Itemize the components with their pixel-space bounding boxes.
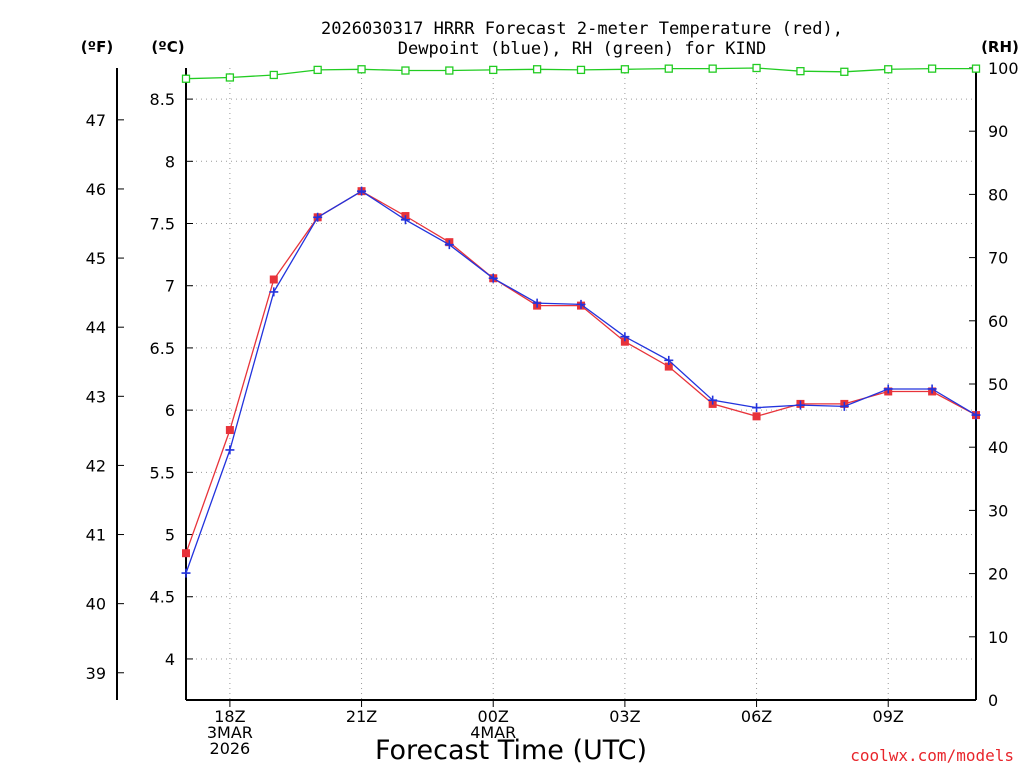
chart-title-line-1: 2026030317 HRRR Forecast 2-meter Tempera… (321, 19, 843, 39)
celsius-tick-label: 7.5 (150, 215, 175, 234)
fahrenheit-tick-label: 42 (86, 456, 106, 475)
rh-tick-label: 30 (988, 501, 1008, 520)
rh-point (708, 64, 717, 73)
celsius-tick-label: 8.5 (150, 90, 175, 109)
rh-tick-label: 0 (988, 691, 998, 710)
rh-point (401, 66, 410, 75)
fahrenheit-tick-label: 41 (86, 526, 106, 545)
dewpoint-point (927, 384, 937, 394)
dewpoint-point (269, 287, 279, 297)
temperature-point (664, 362, 673, 371)
rh-point (796, 67, 805, 76)
rh-tick-label: 100 (988, 59, 1019, 78)
rh-tick-label: 50 (988, 375, 1008, 394)
rh-point (752, 63, 761, 73)
fahrenheit-tick-label: 46 (86, 180, 106, 199)
dewpoint-point (839, 401, 849, 411)
temperature-point (269, 275, 278, 284)
dewpoint-point (883, 384, 893, 394)
dewpoint-point (532, 298, 542, 308)
rh-tick-label: 70 (988, 249, 1008, 268)
dewpoint-point (400, 215, 410, 225)
rh-point (927, 64, 937, 73)
time-tick-label: 03Z (609, 707, 640, 726)
grid-lines (186, 68, 976, 700)
celsius-tick-label: 5 (165, 526, 175, 545)
x-axis-title: Forecast Time (UTC) (375, 735, 647, 766)
dewpoint-point (620, 332, 630, 342)
time-tick-label: 09Z (873, 707, 904, 726)
dewpoint-point (708, 395, 718, 405)
rh-tick-label: 60 (988, 312, 1008, 331)
temperature-point (182, 549, 190, 558)
dewpoint-point (181, 568, 191, 578)
rh-point (576, 65, 586, 75)
rh-unit-label: (RH) (981, 38, 1019, 56)
dewpoint-point (752, 403, 762, 413)
rh-point (181, 74, 191, 83)
rh-point (840, 67, 849, 76)
dewpoint-point (664, 355, 674, 365)
rh-point (489, 65, 498, 75)
celsius-tick-label: 8 (165, 152, 175, 171)
fahrenheit-tick-label: 39 (86, 664, 106, 683)
celsius-tick-label: 4 (165, 650, 175, 669)
rh-tick-label: 90 (988, 122, 1008, 141)
dewpoint-point (444, 240, 454, 250)
celsius-unit-label: (ºC) (151, 38, 184, 56)
fahrenheit-unit-label: (ºF) (81, 38, 113, 56)
dewpoint-point (357, 186, 367, 196)
chart-title-line-2: Dewpoint (blue), RH (green) for KIND (398, 39, 766, 59)
dewpoint-point (971, 410, 981, 420)
rh-tick-label: 20 (988, 565, 1008, 584)
rh-point (357, 65, 366, 74)
dewpoint-point (795, 400, 805, 410)
temperature-point (225, 426, 234, 435)
fahrenheit-tick-label: 47 (86, 111, 106, 130)
rh-point (664, 64, 673, 73)
celsius-tick-label: 6.5 (150, 339, 175, 358)
fahrenheit-tick-label: 40 (86, 595, 106, 614)
temperature-point (620, 337, 629, 346)
dewpoint-point (576, 299, 586, 309)
credit-text: coolwx.com/models (850, 746, 1014, 765)
dewpoint-point (488, 273, 498, 283)
time-tick-label: 21Z (346, 707, 377, 726)
rh-tick-label: 40 (988, 438, 1008, 457)
rh-point (620, 65, 630, 74)
rh-point (269, 70, 278, 80)
rh-point (971, 64, 981, 73)
dewpoint-point (225, 445, 235, 455)
rh-point (313, 65, 322, 75)
time-tick-label: 00Z (478, 707, 509, 726)
tick-labels: 4 4.5 5 5.5 6 6.5 7 7.5 8 8.5 39 40 41 42 43 44 45 46 47 0 1… (86, 59, 1019, 758)
rh-point (225, 73, 235, 82)
time-tick-label: 3MAR (207, 723, 253, 742)
rh-point (532, 65, 542, 74)
celsius-tick-label: 6 (165, 401, 175, 420)
fahrenheit-tick-label: 44 (86, 318, 106, 337)
rh-point (445, 66, 454, 75)
celsius-tick-label: 7 (165, 277, 175, 296)
time-tick-label: 06Z (741, 707, 772, 726)
temperature-point (752, 412, 761, 421)
time-tick-label: 2026 (210, 739, 251, 758)
axes (116, 67, 977, 707)
time-tick-label: 4MAR (470, 723, 516, 742)
fahrenheit-tick-label: 43 (86, 387, 106, 406)
rh-tick-label: 80 (988, 185, 1008, 204)
temperature-line (185, 190, 977, 554)
dewpoint-point (313, 212, 323, 222)
celsius-tick-label: 4.5 (150, 588, 175, 607)
time-tick-label: 18Z (214, 707, 245, 726)
celsius-tick-label: 5.5 (150, 463, 175, 482)
fahrenheit-tick-label: 45 (86, 249, 106, 268)
rh-tick-label: 10 (988, 628, 1008, 647)
data-series (181, 63, 981, 578)
rh-point (884, 65, 893, 74)
dewpoint-line (185, 190, 977, 574)
